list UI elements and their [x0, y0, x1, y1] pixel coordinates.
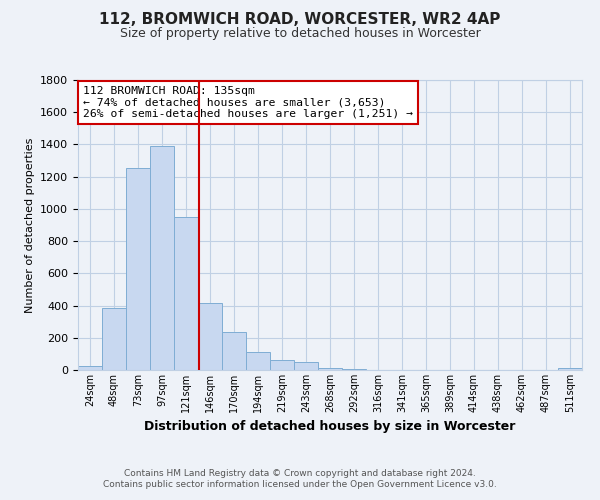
Bar: [102, 308, 126, 370]
Text: Contains public sector information licensed under the Open Government Licence v3: Contains public sector information licen…: [103, 480, 497, 489]
Bar: [198, 303, 222, 370]
Bar: [222, 332, 246, 370]
Bar: [318, 368, 342, 370]
Text: 112 BROMWICH ROAD: 135sqm
← 74% of detached houses are smaller (3,653)
26% of se: 112 BROMWICH ROAD: 135sqm ← 74% of detac…: [83, 86, 413, 119]
Bar: [126, 168, 150, 370]
X-axis label: Distribution of detached houses by size in Worcester: Distribution of detached houses by size …: [145, 420, 515, 434]
Bar: [246, 352, 270, 370]
Text: 112, BROMWICH ROAD, WORCESTER, WR2 4AP: 112, BROMWICH ROAD, WORCESTER, WR2 4AP: [100, 12, 500, 28]
Bar: [294, 362, 318, 370]
Bar: [150, 146, 174, 370]
Text: Contains HM Land Registry data © Crown copyright and database right 2024.: Contains HM Land Registry data © Crown c…: [124, 468, 476, 477]
Y-axis label: Number of detached properties: Number of detached properties: [25, 138, 35, 312]
Bar: [78, 366, 102, 370]
Bar: [270, 360, 294, 370]
Bar: [174, 217, 198, 370]
Bar: [342, 369, 366, 370]
Text: Size of property relative to detached houses in Worcester: Size of property relative to detached ho…: [119, 28, 481, 40]
Bar: [558, 368, 582, 370]
